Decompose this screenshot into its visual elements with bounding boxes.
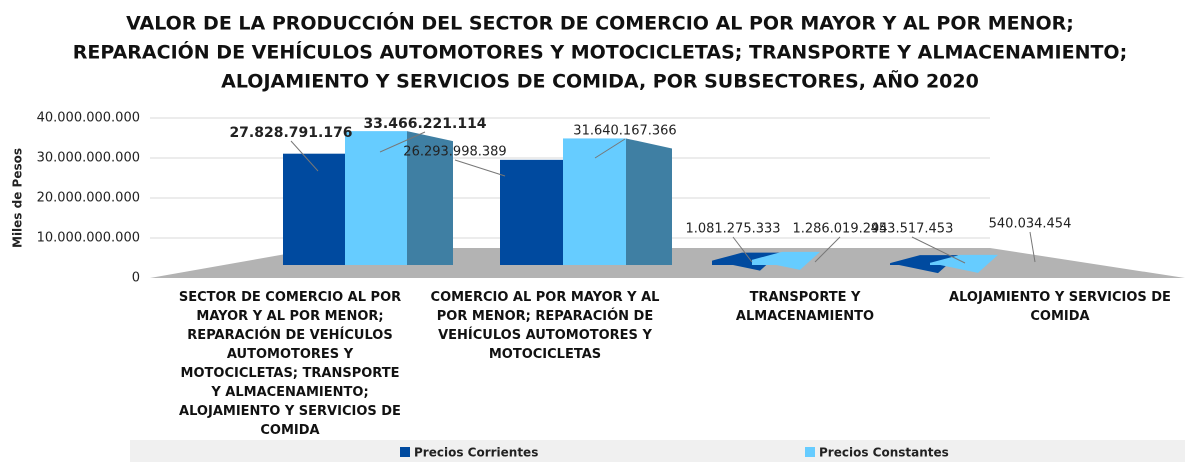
- x-tick-label: ALOJAMIENTO Y SERVICIOS DE COMIDA: [949, 290, 1171, 324]
- data-label: 453.517.453: [871, 222, 954, 237]
- legend-label: Precios Constantes: [819, 446, 949, 460]
- leader-line: [290, 140, 319, 172]
- bar: [283, 153, 345, 265]
- legend-band: [130, 440, 1185, 462]
- x-tick-label: COMERCIO AL POR MAYOR Y AL POR MENOR; RE…: [430, 290, 660, 362]
- y-tick-label: 20.000.000.000: [37, 191, 140, 206]
- leader-line: [814, 236, 841, 263]
- leader-line: [732, 236, 753, 263]
- data-label: 27.828.791.176: [229, 125, 352, 141]
- data-label: 26.293.998.389: [403, 145, 506, 160]
- bar: [712, 260, 752, 265]
- y-tick-label: 30.000.000.000: [37, 151, 140, 166]
- y-tick-label: 40.000.000.000: [37, 111, 140, 126]
- bar: [500, 159, 563, 265]
- legend-label: Precios Corrientes: [414, 446, 538, 460]
- chart-title: ALOJAMIENTO Y SERVICIOS DE COMIDA, POR S…: [221, 69, 979, 93]
- bar: [890, 263, 930, 265]
- x-tick-label: TRANSPORTE Y ALMACENAMIENTO: [735, 290, 875, 324]
- leader-line: [911, 236, 966, 264]
- bar: [563, 138, 626, 265]
- chart-title: VALOR DE LA PRODUCCIÓN DEL SECTOR DE COM…: [126, 11, 1074, 35]
- data-label: 31.640.167.366: [573, 124, 676, 139]
- bar: [930, 262, 970, 265]
- bar: [752, 259, 792, 265]
- leader-line: [454, 159, 506, 177]
- data-label: 1.081.275.333: [685, 222, 780, 237]
- y-tick-label: 10.000.000.000: [37, 231, 140, 246]
- data-label: 540.034.454: [989, 217, 1072, 232]
- legend-swatch: [805, 447, 815, 457]
- x-tick-label: SECTOR DE COMERCIO AL POR MAYOR Y AL POR…: [178, 290, 402, 438]
- leader-line: [1029, 231, 1036, 263]
- leader-line: [594, 138, 626, 159]
- chart-title: REPARACIÓN DE VEHÍCULOS AUTOMOTORES Y MO…: [73, 40, 1127, 64]
- data-label: 33.466.221.114: [363, 116, 486, 132]
- y-axis-label: Miles de Pesos: [11, 148, 25, 248]
- bar-side: [407, 131, 453, 265]
- bar-side: [626, 138, 672, 265]
- legend-swatch: [400, 447, 410, 457]
- data-label: 1.286.019.294: [792, 222, 887, 237]
- leader-line: [379, 131, 426, 153]
- y-tick-label: 0: [132, 271, 140, 286]
- bar: [345, 131, 407, 265]
